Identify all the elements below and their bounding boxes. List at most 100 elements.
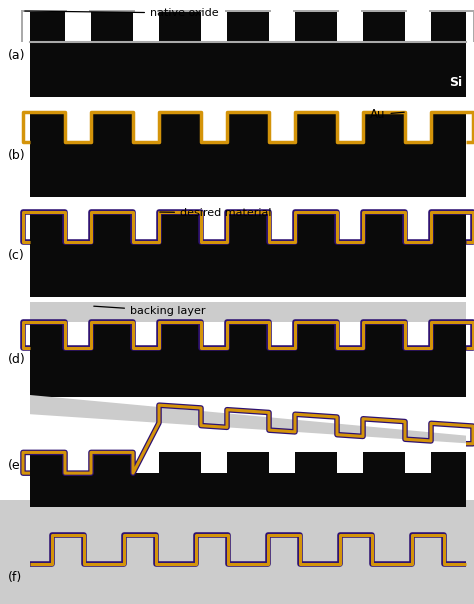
Bar [91,212,133,242]
Bar [23,452,30,473]
Bar [466,212,473,242]
Bar [159,112,201,142]
Bar [65,452,91,473]
Bar [65,12,91,42]
Bar [133,212,159,242]
Text: (a): (a) [8,48,26,62]
Bar [363,12,405,42]
Bar [133,322,159,349]
Bar [405,452,431,473]
Bar [157,10,203,42]
Text: (b): (b) [8,149,26,161]
Bar [337,212,363,242]
Bar [466,452,473,473]
Bar [65,322,91,349]
Bar [337,112,363,142]
Bar [30,242,466,297]
Bar [363,322,405,349]
Bar [21,10,67,42]
Bar [65,212,91,242]
Text: native oxide: native oxide [25,8,219,18]
Bar [30,473,466,507]
Bar [227,12,269,42]
Bar [23,212,65,242]
Bar [23,12,30,42]
Bar [159,212,201,242]
Bar [201,112,227,142]
Text: (d): (d) [8,353,26,367]
Bar [269,112,295,142]
Bar [91,452,133,473]
Bar [295,112,337,142]
Bar [269,12,295,42]
Bar [201,452,227,473]
Bar [295,212,337,242]
Bar [65,112,91,142]
Bar [337,452,363,473]
Polygon shape [30,395,466,443]
Text: backing layer: backing layer [94,306,206,316]
Bar [201,212,227,242]
Bar [91,12,133,42]
Bar [30,302,466,322]
Bar [295,322,337,349]
Text: (e): (e) [8,458,26,472]
Bar [23,112,30,142]
Bar [23,452,65,473]
Bar [133,12,159,42]
Bar [201,12,227,42]
Bar [23,322,65,349]
Bar [431,452,473,473]
Bar [269,322,295,349]
Bar [159,452,201,473]
Bar [363,112,405,142]
Text: (c): (c) [8,248,25,262]
Bar [23,322,30,349]
Bar [23,12,65,42]
Bar [30,349,466,397]
Bar [466,322,473,349]
Bar [201,322,227,349]
Bar [133,112,159,142]
Bar [269,452,295,473]
Bar [295,452,337,473]
Bar [227,322,269,349]
Bar [405,12,431,42]
Text: desired material: desired material [160,208,272,218]
Text: (f): (f) [8,571,22,585]
Bar [337,322,363,349]
Bar [133,452,159,473]
Bar [405,322,431,349]
Bar [431,112,473,142]
Bar [30,142,466,197]
Bar [361,10,407,42]
Bar [363,212,405,242]
Bar [293,10,339,42]
Bar [466,112,473,142]
Bar [429,10,474,42]
Bar [0,500,474,604]
Bar [466,12,473,42]
Bar [405,212,431,242]
Text: Si: Si [449,76,462,89]
Bar [405,112,431,142]
Bar [30,42,466,97]
Bar [227,452,269,473]
Bar [295,12,337,42]
Bar [159,322,201,349]
Bar [225,10,271,42]
Bar [431,212,473,242]
Bar [91,112,133,142]
Bar [159,12,201,42]
Bar [431,12,473,42]
Bar [227,212,269,242]
Bar [23,212,30,242]
Bar [227,112,269,142]
Bar [269,212,295,242]
Bar [89,10,135,42]
Bar [91,322,133,349]
Bar [337,12,363,42]
Bar [431,322,473,349]
Bar [363,452,405,473]
Text: Au: Au [370,108,404,121]
